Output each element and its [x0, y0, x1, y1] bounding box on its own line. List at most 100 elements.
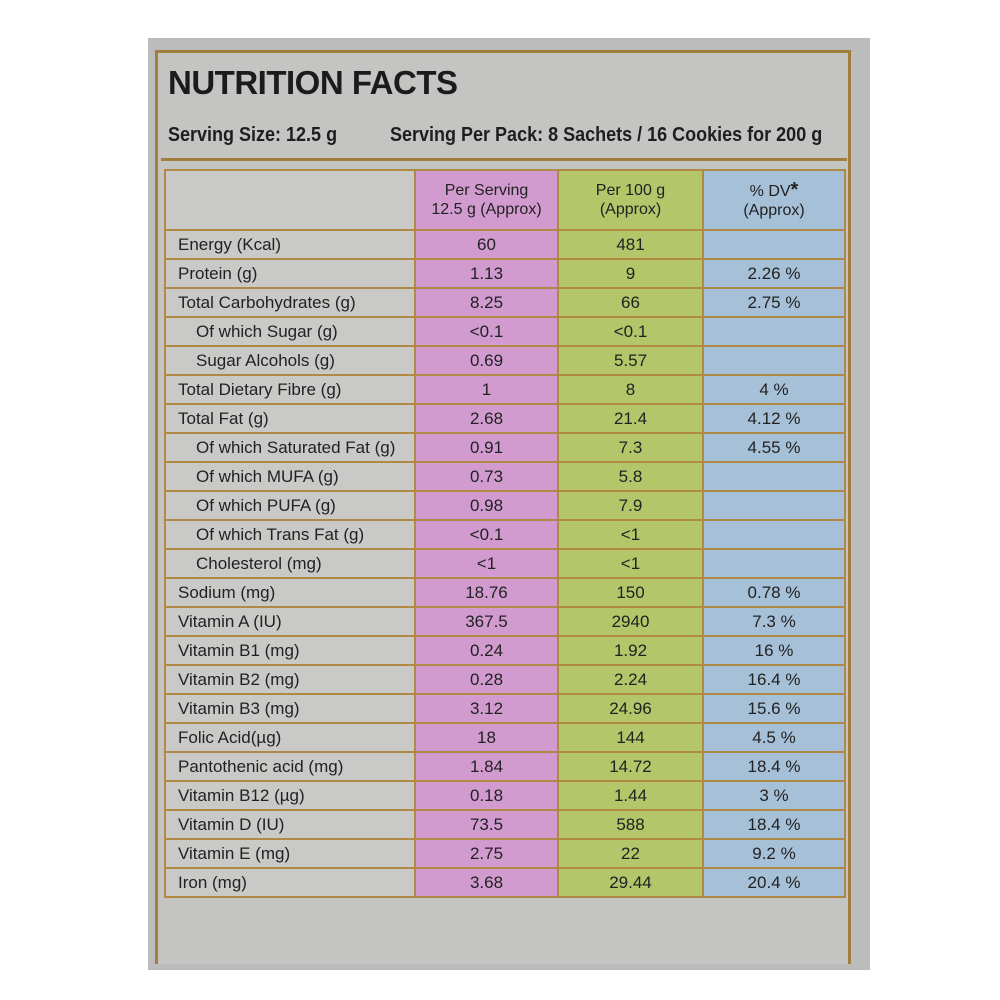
nutrient-name: Protein (g) — [164, 258, 416, 289]
table-row: Vitamin B2 (mg) 0.28 2.24 16.4 % — [164, 664, 846, 695]
dv-value — [702, 490, 846, 521]
per-serving-value: <0.1 — [414, 519, 559, 550]
table-body: Energy (Kcal) 60 481 Protein (g) 1.13 9 2.26 … — [164, 229, 846, 898]
dv-value: 0.78 % — [702, 577, 846, 608]
per-serving-value: 18.76 — [414, 577, 559, 608]
table-row: Protein (g) 1.13 9 2.26 % — [164, 258, 846, 289]
header-dv-line1: % DV* — [705, 180, 843, 201]
table-row: Of which MUFA (g) 0.73 5.8 — [164, 461, 846, 492]
table-row: Of which Trans Fat (g) <0.1 <1 — [164, 519, 846, 550]
dv-value: 7.3 % — [702, 606, 846, 637]
header-blank — [164, 169, 416, 231]
table-row: Cholesterol (mg) <1 <1 — [164, 548, 846, 579]
nutrient-name: Sugar Alcohols (g) — [164, 345, 416, 376]
table-row: Total Carbohydrates (g) 8.25 66 2.75 % — [164, 287, 846, 318]
dv-value: 4.12 % — [702, 403, 846, 434]
table-row: Energy (Kcal) 60 481 — [164, 229, 846, 260]
per-100g-value: 2.24 — [557, 664, 704, 695]
per-serving-value: 3.68 — [414, 867, 559, 898]
dv-value — [702, 519, 846, 550]
table-row: Total Dietary Fibre (g) 1 8 4 % — [164, 374, 846, 405]
table-row: Vitamin D (IU) 73.5 588 18.4 % — [164, 809, 846, 840]
header-per-serving: Per Serving 12.5 g (Approx) — [414, 169, 559, 231]
nutrient-name: Vitamin A (IU) — [164, 606, 416, 637]
per-serving-value: <0.1 — [414, 316, 559, 347]
dv-value: 4 % — [702, 374, 846, 405]
per-serving-value: 0.98 — [414, 490, 559, 521]
header-per-serving-line2: 12.5 g (Approx) — [431, 201, 542, 218]
dv-value: 2.75 % — [702, 287, 846, 318]
dv-value: 18.4 % — [702, 809, 846, 840]
nutrient-name: Vitamin B1 (mg) — [164, 635, 416, 666]
table-row: Vitamin B12 (µg) 0.18 1.44 3 % — [164, 780, 846, 811]
header-per-serving-line1: Per Serving — [444, 182, 529, 199]
per-100g-value: <1 — [557, 519, 704, 550]
per-100g-value: <1 — [557, 548, 704, 579]
per-serving-value: 0.91 — [414, 432, 559, 463]
serving-per-pack: Serving Per Pack: 8 Sachets / 16 Cookies… — [390, 124, 823, 146]
per-100g-value: 150 — [557, 577, 704, 608]
dv-value — [702, 345, 846, 376]
per-100g-value: 66 — [557, 287, 704, 318]
nutrient-name: Of which PUFA (g) — [164, 490, 416, 521]
per-100g-value: 588 — [557, 809, 704, 840]
table-row: Of which Sugar (g) <0.1 <0.1 — [164, 316, 846, 347]
nutrient-name: Cholesterol (mg) — [164, 548, 416, 579]
dv-value: 16.4 % — [702, 664, 846, 695]
per-100g-value: 1.92 — [557, 635, 704, 666]
nutrient-name: Total Carbohydrates (g) — [164, 287, 416, 318]
table-row: Vitamin E (mg) 2.75 22 9.2 % — [164, 838, 846, 869]
panel-title: NUTRITION FACTS — [168, 64, 458, 101]
per-100g-value: 5.57 — [557, 345, 704, 376]
per-100g-value: 481 — [557, 229, 704, 260]
per-serving-value: 0.18 — [414, 780, 559, 811]
per-serving-value: 8.25 — [414, 287, 559, 318]
per-100g-value: 21.4 — [557, 403, 704, 434]
header-dv: % DV* (Approx) — [702, 169, 846, 231]
dv-value: 18.4 % — [702, 751, 846, 782]
per-100g-value: <0.1 — [557, 316, 704, 347]
nutrient-name: Of which Sugar (g) — [164, 316, 416, 347]
per-serving-value: 1.13 — [414, 258, 559, 289]
per-serving-value: 3.12 — [414, 693, 559, 724]
header-dv-line2: (Approx) — [743, 201, 805, 219]
per-100g-value: 5.8 — [557, 461, 704, 492]
per-100g-value: 1.44 — [557, 780, 704, 811]
table-row: Sodium (mg) 18.76 150 0.78 % — [164, 577, 846, 608]
per-serving-value: 0.28 — [414, 664, 559, 695]
table-row: Vitamin B3 (mg) 3.12 24.96 15.6 % — [164, 693, 846, 724]
table-row: Vitamin B1 (mg) 0.24 1.92 16 % — [164, 635, 846, 666]
dv-value: 3 % — [702, 780, 846, 811]
nutrient-name: Iron (mg) — [164, 867, 416, 898]
nutrient-name: Vitamin B12 (µg) — [164, 780, 416, 811]
nutrition-table: Per Serving 12.5 g (Approx) Per 100 g (A… — [164, 169, 846, 898]
dv-value: 2.26 % — [702, 258, 846, 289]
per-serving-value: 0.73 — [414, 461, 559, 492]
nutrient-name: Vitamin D (IU) — [164, 809, 416, 840]
per-serving-value: 1 — [414, 374, 559, 405]
header-per-100g: Per 100 g (Approx) — [557, 169, 704, 231]
table-row: Pantothenic acid (mg) 1.84 14.72 18.4 % — [164, 751, 846, 782]
table-row: Sugar Alcohols (g) 0.69 5.57 — [164, 345, 846, 376]
nutrient-name: Pantothenic acid (mg) — [164, 751, 416, 782]
per-serving-value: 2.68 — [414, 403, 559, 434]
per-100g-value: 7.3 — [557, 432, 704, 463]
nutrient-name: Of which Trans Fat (g) — [164, 519, 416, 550]
dv-value: 20.4 % — [702, 867, 846, 898]
header-per-100g-line2: (Approx) — [599, 201, 662, 218]
header-dv-label: % DV — [749, 182, 791, 200]
nutrient-name: Energy (Kcal) — [164, 229, 416, 260]
per-serving-value: 367.5 — [414, 606, 559, 637]
table-row: Iron (mg) 3.68 29.44 20.4 % — [164, 867, 846, 898]
nutrient-name: Total Dietary Fibre (g) — [164, 374, 416, 405]
divider — [161, 158, 847, 161]
per-100g-value: 22 — [557, 838, 704, 869]
per-serving-value: 18 — [414, 722, 559, 753]
dv-value — [702, 316, 846, 347]
per-100g-value: 29.44 — [557, 867, 704, 898]
per-serving-value: 0.69 — [414, 345, 559, 376]
per-100g-value: 144 — [557, 722, 704, 753]
dv-value — [702, 548, 846, 579]
per-serving-value: <1 — [414, 548, 559, 579]
table-row: Total Fat (g) 2.68 21.4 4.12 % — [164, 403, 846, 434]
